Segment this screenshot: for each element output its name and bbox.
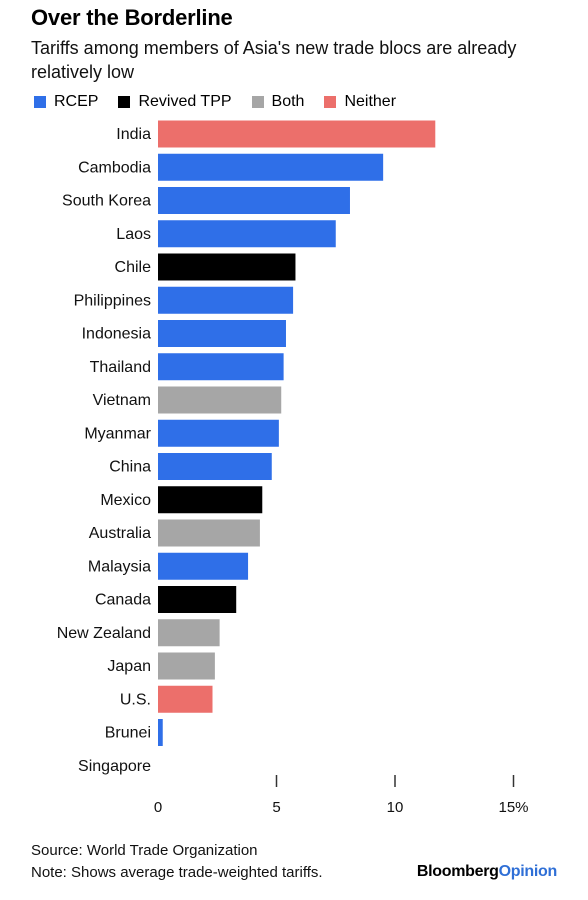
bar-india: [158, 120, 436, 148]
category-label-laos: Laos: [116, 226, 151, 243]
source-note: Source: World Trade Organization: [31, 842, 258, 859]
category-label-india: India: [116, 126, 151, 143]
category-label-vietnam: Vietnam: [93, 392, 151, 409]
category-label-thailand: Thailand: [90, 359, 151, 376]
legend-swatch-neither: [324, 96, 337, 108]
bar-chile: [158, 253, 296, 281]
legend-label-rcep: RCEP: [54, 93, 99, 110]
footnote: Note: Shows average trade-weighted tarif…: [31, 864, 323, 881]
bar-thailand: [158, 353, 284, 381]
bar-japan: [158, 652, 215, 680]
category-label-indonesia: Indonesia: [82, 326, 151, 343]
bar-canada: [158, 586, 237, 613]
x-tick-label: 15%: [498, 799, 528, 816]
bar-philippines: [158, 286, 294, 314]
bar-new-zealand: [158, 619, 220, 647]
category-label-australia: Australia: [89, 525, 151, 542]
category-label-philippines: Philippines: [74, 292, 151, 309]
bar-malaysia: [158, 552, 249, 580]
legend-item-rcep: RCEP: [34, 93, 98, 111]
category-label-south-korea: South Korea: [62, 193, 151, 210]
legend-item-revived-tpp: Revived TPP: [118, 93, 232, 111]
bar-china: [158, 453, 272, 480]
bar-cambodia: [158, 153, 384, 181]
category-label-malaysia: Malaysia: [88, 558, 151, 575]
x-tick-label: 10: [387, 799, 404, 816]
category-label-singapore: Singapore: [78, 758, 151, 775]
legend: RCEP Revived TPP Both Neither: [34, 93, 416, 111]
category-label-myanmar: Myanmar: [84, 425, 151, 442]
legend-swatch-rcep: [34, 96, 46, 108]
category-label-brunei: Brunei: [105, 725, 151, 742]
legend-item-neither: Neither: [324, 93, 396, 111]
category-label-u-s: U.S.: [120, 691, 151, 708]
category-label-canada: Canada: [95, 592, 151, 609]
legend-swatch-revived-tpp: [118, 96, 131, 108]
chart-subtitle: Tariffs among members of Asia's new trad…: [31, 38, 517, 82]
bar-u-s: [158, 685, 213, 713]
legend-label-both: Both: [271, 93, 305, 110]
bar-mexico: [158, 486, 263, 514]
x-tick-label: 0: [154, 799, 162, 816]
legend-item-both: Both: [251, 93, 305, 111]
bar-australia: [158, 519, 260, 547]
chart-title: Over the Borderline: [31, 5, 233, 30]
x-tick-label: 5: [272, 799, 280, 816]
brand-logo: BloombergOpinion: [416, 863, 557, 880]
category-label-japan: Japan: [107, 658, 151, 675]
category-label-new-zealand: New Zealand: [57, 625, 151, 642]
bar-indonesia: [158, 320, 286, 347]
legend-label-neither: Neither: [344, 93, 397, 110]
legend-swatch-both: [251, 96, 264, 108]
legend-label-revived-tpp: Revived TPP: [138, 93, 232, 110]
category-label-cambodia: Cambodia: [78, 159, 151, 176]
bar-myanmar: [158, 419, 279, 447]
category-label-mexico: Mexico: [100, 492, 151, 509]
category-label-china: China: [109, 459, 151, 476]
bar-laos: [158, 220, 336, 248]
bar-brunei: [158, 719, 163, 746]
bar-vietnam: [158, 386, 282, 414]
category-label-chile: Chile: [115, 259, 152, 276]
bar-south-korea: [158, 187, 350, 214]
